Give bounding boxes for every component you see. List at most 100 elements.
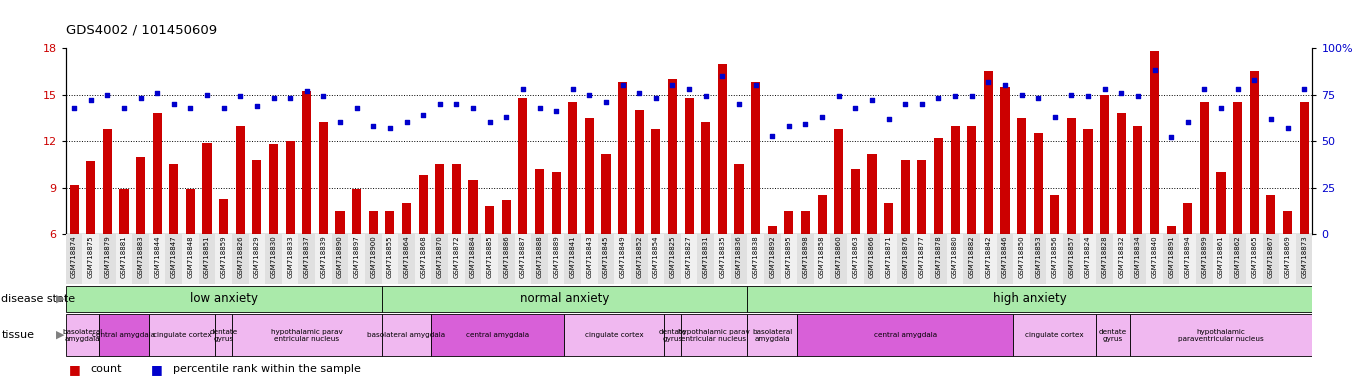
Point <box>296 88 318 94</box>
Bar <box>70 185 78 234</box>
Bar <box>382 314 432 356</box>
Bar <box>1067 118 1075 234</box>
Point <box>312 93 334 99</box>
Bar <box>119 189 129 234</box>
Point <box>895 101 917 107</box>
Bar <box>984 71 993 234</box>
Bar <box>863 234 881 284</box>
Point <box>179 104 201 111</box>
Bar <box>232 234 248 284</box>
Point <box>1011 91 1033 98</box>
Point <box>795 121 817 127</box>
Point <box>1293 86 1315 92</box>
Bar <box>801 211 810 234</box>
Bar <box>219 199 229 234</box>
Point <box>927 95 949 101</box>
Text: GSM718825: GSM718825 <box>670 236 675 278</box>
Bar <box>718 63 727 234</box>
Text: GSM718854: GSM718854 <box>653 236 659 278</box>
Point <box>1060 91 1082 98</box>
Bar <box>199 234 215 284</box>
Bar <box>236 126 245 234</box>
Bar <box>1212 234 1229 284</box>
Bar <box>1130 314 1312 356</box>
Text: normal anxiety: normal anxiety <box>519 292 610 305</box>
Text: GSM718892: GSM718892 <box>769 236 775 278</box>
Text: GSM718879: GSM718879 <box>104 236 111 278</box>
Point <box>1277 125 1299 131</box>
Bar <box>632 234 648 284</box>
Text: GSM718843: GSM718843 <box>586 236 592 278</box>
Point <box>1128 93 1149 99</box>
Bar <box>415 234 432 284</box>
Bar <box>797 314 1014 356</box>
Bar <box>1184 203 1192 234</box>
Text: GSM718887: GSM718887 <box>519 236 526 278</box>
Bar <box>432 234 448 284</box>
Bar <box>1080 234 1096 284</box>
Text: count: count <box>90 364 122 374</box>
Bar <box>518 98 527 234</box>
Point <box>778 123 800 129</box>
Bar <box>1112 234 1130 284</box>
Text: GSM718865: GSM718865 <box>1251 236 1258 278</box>
Bar <box>385 211 395 234</box>
Point <box>79 97 101 103</box>
Bar <box>382 286 747 311</box>
Bar <box>86 161 96 234</box>
Point <box>911 101 933 107</box>
Text: basolateral
amygdala: basolateral amygdala <box>752 329 792 341</box>
Point <box>147 89 169 96</box>
Point <box>429 101 451 107</box>
Bar <box>1200 102 1208 234</box>
Bar <box>299 234 315 284</box>
Bar <box>285 141 295 234</box>
Text: GSM718884: GSM718884 <box>470 236 475 278</box>
Bar <box>714 234 730 284</box>
Bar <box>1266 195 1275 234</box>
Text: GSM718846: GSM718846 <box>1001 236 1008 278</box>
Bar <box>452 164 460 234</box>
Text: GSM718850: GSM718850 <box>1018 236 1025 278</box>
Text: GSM718895: GSM718895 <box>786 236 792 278</box>
Text: basolateral
amygdala: basolateral amygdala <box>62 329 103 341</box>
Point <box>212 104 234 111</box>
Point <box>944 93 966 99</box>
Point <box>196 91 218 98</box>
Bar <box>269 144 278 234</box>
Bar <box>348 234 364 284</box>
Bar <box>248 234 266 284</box>
Bar <box>1033 133 1043 234</box>
Point <box>445 101 467 107</box>
Bar <box>448 234 464 284</box>
Point <box>362 123 384 129</box>
Text: GDS4002 / 101450609: GDS4002 / 101450609 <box>66 23 216 36</box>
Point <box>478 119 500 126</box>
Bar <box>152 113 162 234</box>
Bar <box>399 234 415 284</box>
Point <box>112 104 134 111</box>
Text: GSM718826: GSM718826 <box>237 236 244 278</box>
Bar <box>569 102 577 234</box>
Bar <box>1196 234 1212 284</box>
Bar <box>232 314 382 356</box>
Bar <box>382 234 399 284</box>
Bar <box>1096 234 1112 284</box>
Point <box>844 104 866 111</box>
Bar <box>1084 129 1093 234</box>
Bar <box>1167 227 1175 234</box>
Point <box>1260 116 1282 122</box>
Text: GSM718877: GSM718877 <box>919 236 925 278</box>
Point <box>1110 89 1132 96</box>
Text: GSM718875: GSM718875 <box>88 236 93 278</box>
Text: GSM718860: GSM718860 <box>836 236 841 278</box>
Bar <box>1263 234 1280 284</box>
Text: GSM718859: GSM718859 <box>221 236 226 278</box>
Bar <box>818 195 826 234</box>
Bar <box>1117 113 1126 234</box>
Text: ▶: ▶ <box>56 293 64 304</box>
Bar <box>1051 195 1059 234</box>
Text: GSM718870: GSM718870 <box>437 236 443 278</box>
Bar <box>469 180 478 234</box>
Bar <box>1100 94 1110 234</box>
